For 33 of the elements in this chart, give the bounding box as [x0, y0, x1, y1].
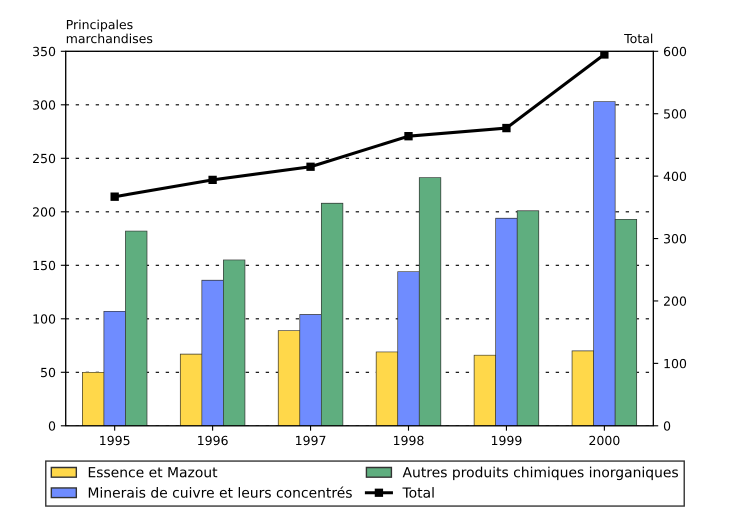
y2-axis-title: Total	[624, 34, 652, 44]
x-tick-label: 2000	[589, 436, 620, 446]
y-tick-label: 50	[41, 368, 56, 378]
y2-tick-label: 600	[664, 46, 686, 56]
y-tick-label: 200	[33, 207, 56, 217]
y-tick-label: 350	[33, 46, 56, 56]
legend-label: Total	[402, 487, 434, 498]
y2-tick-label: 400	[664, 172, 686, 182]
legend-label: Essence et Mazout	[88, 467, 218, 478]
point	[306, 162, 315, 171]
point	[502, 124, 511, 132]
y-tick-label: 300	[33, 100, 56, 110]
x-tick-label: 1997	[296, 436, 326, 446]
point	[600, 51, 609, 59]
point	[208, 176, 217, 184]
point	[110, 192, 119, 201]
y2-tick-label: 500	[664, 109, 686, 119]
point	[404, 132, 413, 140]
y2-tick-label: 0	[664, 421, 670, 431]
x-tick-label: 1996	[198, 436, 228, 446]
y-tick-label: 100	[33, 314, 56, 324]
y-tick-label: 0	[48, 421, 56, 431]
y2-tick-label: 100	[664, 358, 686, 368]
x-tick-label: 1995	[100, 436, 130, 446]
legend-label: Minerais de cuivre et leurs concentrés	[88, 486, 352, 498]
y2-tick-label: 300	[664, 234, 686, 244]
x-tick-label: 1998	[394, 436, 424, 446]
y2-tick-label: 200	[664, 296, 686, 306]
legend-label: Autres produits chimiques inorganiques	[402, 466, 678, 480]
y-tick-label: 250	[33, 154, 56, 164]
y-tick-label: 150	[33, 260, 56, 270]
y-axis-title: Principales marchandises	[66, 20, 152, 44]
x-tick-label: 1999	[492, 436, 522, 446]
